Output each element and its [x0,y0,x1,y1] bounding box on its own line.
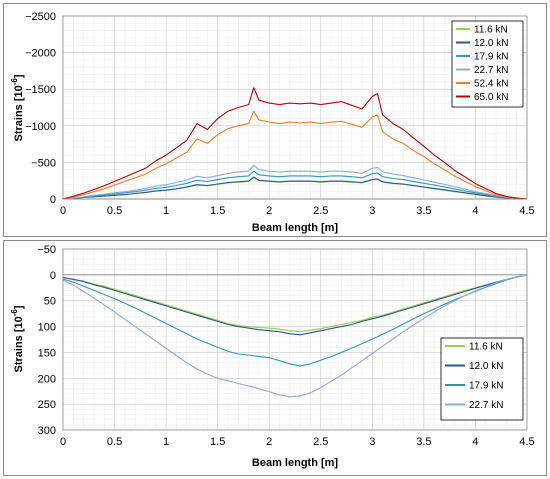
bottom-y-axis-title: Strains [10-6] [10,305,25,372]
bottom-x-axis-title: Beam length [m] [252,457,339,469]
bottom-y-tick-label: 0 [50,270,56,282]
bottom-y-tick-label: 50 [44,296,56,308]
top-legend-label: 22.7 kN [474,65,508,76]
top-legend-label: 17.9 kN [474,52,508,63]
top-x-axis-title: Beam length [m] [252,222,339,234]
top-x-tick-label: 3 [369,205,375,217]
top-chart-panel: −2500 −2000 −1500 −1000 −500 0 0 0.5 1 1.5 2 2.5 3 3… [3,3,547,237]
bottom-x-tick-label: 1.5 [210,436,225,448]
bottom-series-line-12-0-kn [62,274,528,336]
top-legend-label: 52.4 kN [474,79,508,90]
top-y-tick-label: −500 [31,157,56,169]
top-x-tick-label: 4 [472,205,478,217]
top-legend-label: 11.6 kN [474,25,508,36]
top-series-group [62,87,528,200]
top-series-line-22-7-kn [62,164,528,200]
bottom-x-tick-label: 0.5 [107,436,122,448]
top-legend-label: 12.0 kN [474,38,508,49]
bottom-x-tick-label: 3.5 [416,436,431,448]
top-series-line-12-0-kn [62,176,528,200]
bottom-legend-label: 22.7 kN [469,400,503,411]
bottom-x-tick-labels: 0 0.5 1 1.5 2 2.5 3 3.5 4 4.5 [60,436,535,448]
bottom-series-line-17-9-kn [62,274,528,367]
bottom-chart-panel: −50 0 50 100 150 200 250 300 0 0.5 1 1.5 2 2.5 3 3.5 4 4… [3,240,547,476]
bottom-y-axis-exponent: -6 [10,309,19,317]
bottom-x-tick-label: 1 [163,436,169,448]
top-y-tick-label: −1000 [25,121,56,133]
top-y-tick-labels: −2500 −2000 −1500 −1000 −500 0 [25,11,56,206]
bottom-y-tick-label: 100 [38,322,56,334]
top-x-tick-label: 2 [266,205,272,217]
top-x-tick-label: 0 [60,205,66,217]
top-x-tick-label: 1 [163,205,169,217]
bottom-y-tick-label: 300 [38,425,56,437]
bottom-legend-box [440,337,524,421]
bottom-legend: 11.6 kN 12.0 kN 17.9 kN 22.7 kN [440,337,524,421]
top-panel-border [3,3,547,237]
bottom-y-tick-label: −50 [37,244,56,256]
bottom-y-tick-label: 250 [38,399,56,411]
top-series-line-65-0-kn [62,87,528,200]
bottom-x-tick-label: 2 [266,436,272,448]
top-x-tick-label: 3.5 [416,205,431,217]
bottom-y-tick-label: 200 [38,373,56,385]
bottom-panel-border [3,240,547,476]
top-legend-box [451,20,524,108]
top-series-line-17-9-kn [62,170,528,200]
bottom-legend-label: 11.6 kN [469,342,503,353]
bottom-x-tick-label: 4.5 [519,436,534,448]
top-series-line-52-4-kn [62,110,528,200]
top-legend: 11.6 kN 12.0 kN 17.9 kN 22.7 kN 52.4 kN 65.0 … [451,20,524,108]
bottom-series-line-11-6-kn [62,274,528,333]
bottom-y-tick-labels: −50 0 50 100 150 200 250 300 [37,244,56,437]
top-y-tick-label: 0 [50,194,56,206]
top-y-tick-label: −2500 [25,11,56,23]
top-x-tick-label: 1.5 [210,205,225,217]
top-y-tick-label: −2000 [25,48,56,60]
bottom-plot-frame [62,248,528,431]
top-plot-frame [62,15,528,200]
bottom-series-group [62,274,528,398]
bottom-series-line-22-7-kn [62,274,528,398]
top-y-tick-label: −1500 [25,84,56,96]
bottom-y-tick-label: 150 [38,347,56,359]
top-x-tick-label: 2.5 [313,205,328,217]
top-x-tick-label: 0.5 [107,205,122,217]
top-y-axis-exponent: -6 [10,78,19,86]
top-x-tick-label: 4.5 [519,205,534,217]
bottom-x-tick-label: 3 [369,436,375,448]
bottom-legend-label: 12.0 kN [469,361,503,372]
top-y-axis-title: Strains [10-6] [10,74,25,141]
top-legend-label: 65.0 kN [474,92,508,103]
top-grid [62,15,528,200]
bottom-x-tick-label: 4 [472,436,478,448]
bottom-x-tick-label: 2.5 [313,436,328,448]
bottom-legend-label: 17.9 kN [469,381,503,392]
bottom-x-tick-label: 0 [60,436,66,448]
top-x-tick-labels: 0 0.5 1 1.5 2 2.5 3 3.5 4 4.5 [60,205,535,217]
